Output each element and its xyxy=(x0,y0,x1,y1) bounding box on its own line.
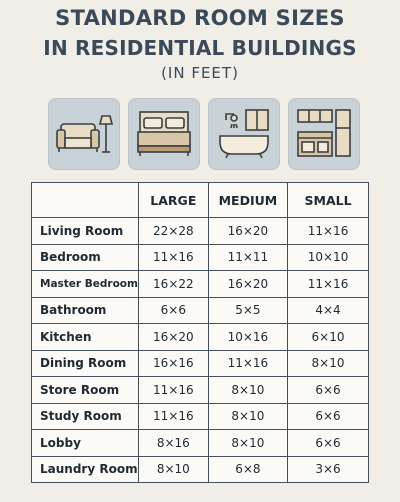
table-row: Dining Room 16×16 11×16 8×10 xyxy=(31,349,369,377)
size-small: 11×16 xyxy=(287,270,369,298)
size-medium: 16×20 xyxy=(207,217,289,245)
table-row: Bedroom 11×16 11×11 10×10 xyxy=(31,243,369,271)
room-name: Kitchen xyxy=(31,323,139,351)
bathroom-icon xyxy=(208,98,280,170)
size-small: 6×6 xyxy=(287,429,369,457)
size-small: 6×6 xyxy=(287,402,369,430)
room-name: Lobby xyxy=(31,429,139,457)
size-small: 6×10 xyxy=(287,323,369,351)
size-medium: 16×20 xyxy=(207,270,289,298)
table-row: Master Bedroom 16×22 16×20 11×16 xyxy=(31,270,369,298)
kitchen-icon xyxy=(288,98,360,170)
room-name: Bedroom xyxy=(31,243,139,271)
size-large: 11×16 xyxy=(137,402,209,430)
room-name: Living Room xyxy=(31,217,139,245)
room-name: Laundry Room xyxy=(31,455,139,483)
size-large: 11×16 xyxy=(137,243,209,271)
room-name: Dining Room xyxy=(31,349,139,377)
column-header-small: SMALL xyxy=(287,182,369,218)
table-row: Study Room 11×16 8×10 6×6 xyxy=(31,402,369,430)
size-small: 8×10 xyxy=(287,349,369,377)
page-title-line-2: IN RESIDENTIAL BUILDINGS xyxy=(43,36,357,60)
table-row: Bathroom 6×6 5×5 4×4 xyxy=(31,296,369,324)
table-row: Lobby 8×16 8×10 6×6 xyxy=(31,429,369,457)
size-medium: 6×8 xyxy=(207,455,289,483)
size-medium: 5×5 xyxy=(207,296,289,324)
size-large: 8×10 xyxy=(137,455,209,483)
size-large: 16×16 xyxy=(137,349,209,377)
size-large: 16×20 xyxy=(137,323,209,351)
column-header-room xyxy=(31,182,139,218)
size-small: 10×10 xyxy=(287,243,369,271)
size-small: 6×6 xyxy=(287,376,369,404)
size-large: 6×6 xyxy=(137,296,209,324)
room-name: Bathroom xyxy=(31,296,139,324)
table-row: Living Room 22×28 16×20 11×16 xyxy=(31,217,369,245)
size-small: 3×6 xyxy=(287,455,369,483)
table-row: Store Room 11×16 8×10 6×6 xyxy=(31,376,369,404)
table-row: Laundry Room 8×10 6×8 3×6 xyxy=(31,455,369,483)
table-row: Kitchen 16×20 10×16 6×10 xyxy=(31,323,369,351)
bedroom-icon xyxy=(128,98,200,170)
room-name: Study Room xyxy=(31,402,139,430)
table-header-row: LARGE MEDIUM SMALL xyxy=(31,182,369,218)
size-medium: 8×10 xyxy=(207,402,289,430)
column-header-large: LARGE xyxy=(137,182,209,218)
page-title-line-1: STANDARD ROOM SIZES xyxy=(55,6,345,30)
column-header-medium: MEDIUM xyxy=(207,182,289,218)
size-medium: 8×10 xyxy=(207,429,289,457)
size-large: 22×28 xyxy=(137,217,209,245)
size-large: 8×16 xyxy=(137,429,209,457)
living-room-icon xyxy=(48,98,120,170)
page-subtitle: (IN FEET) xyxy=(161,64,239,82)
size-large: 16×22 xyxy=(137,270,209,298)
size-small: 4×4 xyxy=(287,296,369,324)
room-name: Store Room xyxy=(31,376,139,404)
size-large: 11×16 xyxy=(137,376,209,404)
room-name: Master Bedroom xyxy=(31,270,139,298)
room-size-table: LARGE MEDIUM SMALL Living Room 22×28 16×… xyxy=(31,182,369,483)
size-small: 11×16 xyxy=(287,217,369,245)
size-medium: 11×16 xyxy=(207,349,289,377)
room-icons-row xyxy=(48,98,360,170)
size-medium: 11×11 xyxy=(207,243,289,271)
size-medium: 8×10 xyxy=(207,376,289,404)
size-medium: 10×16 xyxy=(207,323,289,351)
